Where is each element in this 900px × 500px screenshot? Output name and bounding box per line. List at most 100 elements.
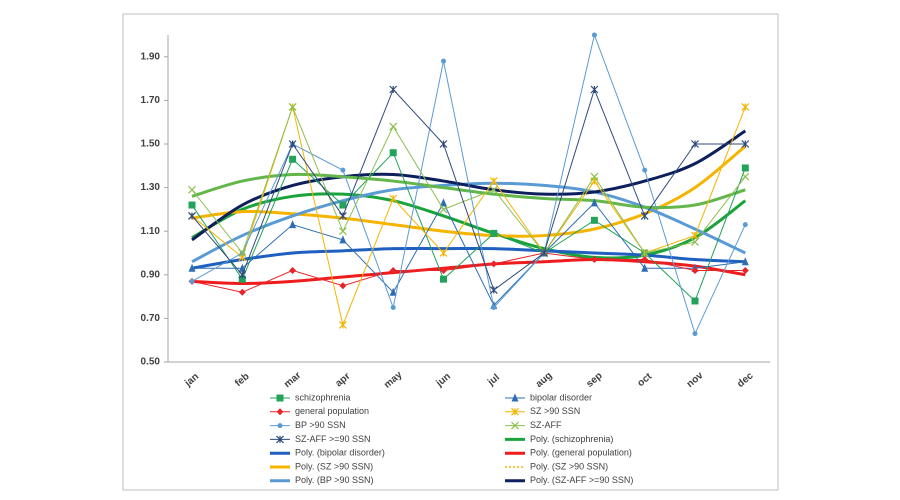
legend-item: Poly. (schizophrenia) <box>505 434 613 444</box>
marker <box>489 185 498 194</box>
marker <box>340 167 346 173</box>
legend-item: Poly. (SZ >90 SSN) <box>505 461 608 471</box>
marker <box>490 229 498 237</box>
marker <box>591 32 597 38</box>
marker <box>289 155 297 163</box>
y-tick-label: 0.70 <box>141 313 161 324</box>
marker <box>439 205 448 214</box>
series-line <box>191 105 746 255</box>
y-tick-label: 1.10 <box>141 226 161 237</box>
legend-label: Poly. (SZ >90 SSN) <box>530 461 608 471</box>
marker <box>338 227 347 236</box>
y-tick-label: 1.70 <box>141 95 161 106</box>
trend-curve <box>191 258 746 286</box>
y-tick-label: 1.90 <box>141 51 161 62</box>
marker <box>640 212 649 220</box>
marker <box>389 122 398 131</box>
marker <box>289 266 297 274</box>
marker <box>511 407 519 416</box>
series <box>188 103 750 257</box>
marker <box>276 394 284 402</box>
marker <box>338 321 347 329</box>
marker <box>289 220 297 229</box>
marker <box>691 231 699 240</box>
trendline <box>191 246 746 270</box>
marker <box>389 194 398 203</box>
marker <box>691 140 699 148</box>
trend-curve <box>191 246 746 270</box>
marker <box>339 201 347 209</box>
marker <box>189 278 195 284</box>
marker <box>288 140 297 148</box>
marker <box>188 185 196 194</box>
marker <box>276 408 284 416</box>
marker <box>288 103 297 111</box>
marker <box>489 286 498 294</box>
legend-label: Poly. (SZ >90 SSN) <box>295 461 373 471</box>
marker <box>439 140 448 148</box>
legend-label: Poly. (BP >90 SSN) <box>295 475 373 485</box>
marker <box>741 103 750 111</box>
marker <box>490 260 498 268</box>
legend-label: Poly. (schizophrenia) <box>530 434 613 444</box>
legend-item: SZ-AFF <box>505 420 562 430</box>
trend-curve <box>191 172 746 210</box>
marker <box>491 305 497 310</box>
marker <box>390 305 396 310</box>
marker <box>338 212 347 220</box>
series <box>188 249 749 296</box>
marker <box>441 58 446 64</box>
marker <box>692 331 698 337</box>
marker <box>238 249 247 257</box>
marker <box>641 263 649 272</box>
legend-item: general population <box>270 406 369 416</box>
marker <box>640 249 649 257</box>
marker <box>389 266 397 274</box>
marker <box>238 288 246 296</box>
trendline <box>191 258 746 286</box>
legend-label: SZ-AFF >=90 SSN <box>295 434 371 444</box>
marker <box>276 435 284 444</box>
marker <box>590 198 598 207</box>
trend-curve <box>191 145 746 237</box>
y-tick-label: 1.30 <box>141 182 161 193</box>
legend-label: general population <box>295 406 369 416</box>
marker <box>238 275 246 283</box>
series <box>188 85 750 294</box>
legend-label: Poly. (bipolar disorder) <box>295 448 385 458</box>
marker <box>590 216 598 224</box>
legend-item: Poly. (general population) <box>505 448 632 458</box>
legend-label: SZ >90 SSN <box>530 406 580 416</box>
marker <box>691 238 699 247</box>
marker <box>188 263 196 272</box>
series-line <box>191 87 746 291</box>
marker <box>339 282 347 290</box>
marker <box>188 201 196 209</box>
legend-item: Poly. (SZ >90 SSN) <box>270 461 373 471</box>
y-tick-label: 0.50 <box>141 357 161 368</box>
marker <box>439 249 448 257</box>
legend-label: Poly. (SZ-AFF >=90 SSN) <box>530 475 633 485</box>
marker <box>339 235 347 244</box>
legend-item: schizophrenia <box>270 392 351 402</box>
marker <box>590 172 599 181</box>
marker <box>540 249 549 257</box>
marker <box>389 85 398 94</box>
legend-label: SZ-AFF <box>530 420 562 430</box>
trendline <box>191 172 746 210</box>
y-tick-label: 1.50 <box>141 139 161 150</box>
marker <box>590 85 599 94</box>
marker <box>277 423 283 429</box>
legend-item: bipolar disorder <box>505 392 592 402</box>
marker <box>489 177 498 185</box>
y-tick-label: 0.90 <box>141 269 161 280</box>
marker <box>691 266 699 274</box>
legend-item: BP >90 SSN <box>270 420 346 430</box>
chart-frame <box>122 13 779 491</box>
marker <box>389 287 397 296</box>
marker <box>440 275 447 283</box>
series-line <box>191 252 746 293</box>
legend-item: Poly. (SZ-AFF >=90 SSN) <box>505 475 633 485</box>
marker <box>188 212 196 220</box>
